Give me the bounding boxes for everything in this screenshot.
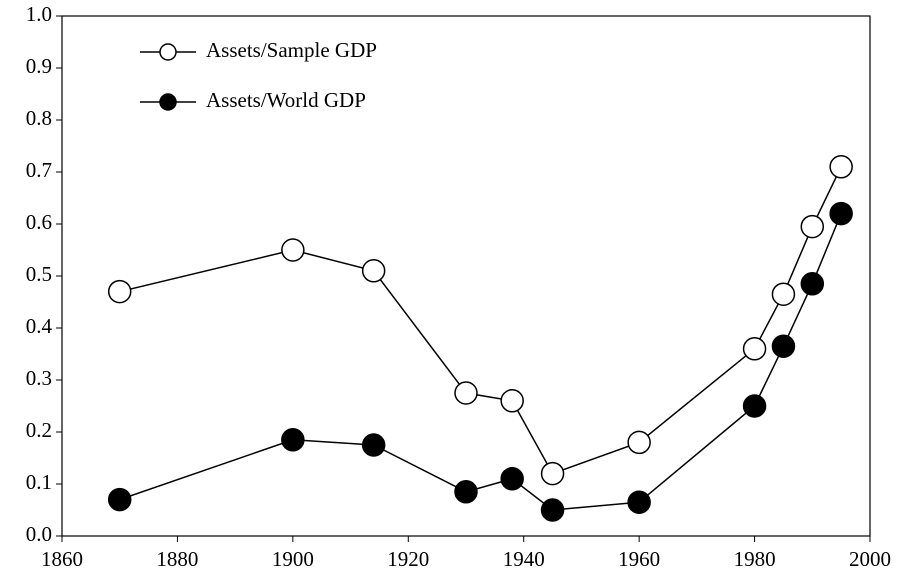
data-point xyxy=(627,430,651,455)
x-tick-label: 1880 xyxy=(156,547,198,571)
data-point xyxy=(361,433,386,457)
data-point xyxy=(107,487,132,512)
data-point xyxy=(829,201,853,226)
legend-label: Assets/Sample GDP xyxy=(206,38,377,62)
y-tick-label: 0.3 xyxy=(26,366,52,390)
data-point xyxy=(454,381,478,405)
legend-marker xyxy=(159,43,177,61)
y-tick-label: 0.4 xyxy=(26,314,53,338)
y-tick-label: 0.2 xyxy=(26,418,52,442)
y-tick-label: 0.5 xyxy=(26,262,52,286)
y-tick-label: 0.1 xyxy=(26,470,52,494)
x-tick-label: 1960 xyxy=(618,547,660,571)
data-point xyxy=(627,490,651,514)
x-tick-label: 1980 xyxy=(734,547,776,571)
data-point xyxy=(500,389,524,413)
y-tick-label: 0.6 xyxy=(26,210,52,234)
series-line xyxy=(119,166,842,475)
x-tick-label: 1920 xyxy=(387,547,429,571)
data-point xyxy=(771,282,796,306)
data-point xyxy=(800,272,825,296)
data-point xyxy=(800,214,825,239)
data-point xyxy=(540,461,565,486)
data-point xyxy=(829,155,853,179)
data-point xyxy=(454,480,478,504)
data-point xyxy=(281,238,305,262)
series-line xyxy=(119,213,842,511)
legend-label: Assets/World GDP xyxy=(206,88,366,112)
x-tick-label: 1900 xyxy=(272,547,314,571)
y-tick-label: 0.8 xyxy=(26,106,52,130)
x-tick-label: 1860 xyxy=(41,547,83,571)
data-point xyxy=(742,394,767,418)
legend-marker xyxy=(159,93,177,111)
x-tick-label: 2000 xyxy=(849,547,891,571)
x-tick-label: 1940 xyxy=(503,547,545,571)
y-tick-label: 0.0 xyxy=(26,522,52,546)
data-point xyxy=(281,428,305,452)
data-point xyxy=(742,337,767,361)
y-tick-label: 1.0 xyxy=(26,2,52,26)
data-point xyxy=(107,279,132,304)
data-point xyxy=(361,259,386,283)
data-point xyxy=(771,334,796,358)
data-point xyxy=(500,467,524,491)
data-point xyxy=(540,498,565,522)
y-tick-label: 0.9 xyxy=(26,54,52,78)
y-tick-label: 0.7 xyxy=(26,158,52,182)
